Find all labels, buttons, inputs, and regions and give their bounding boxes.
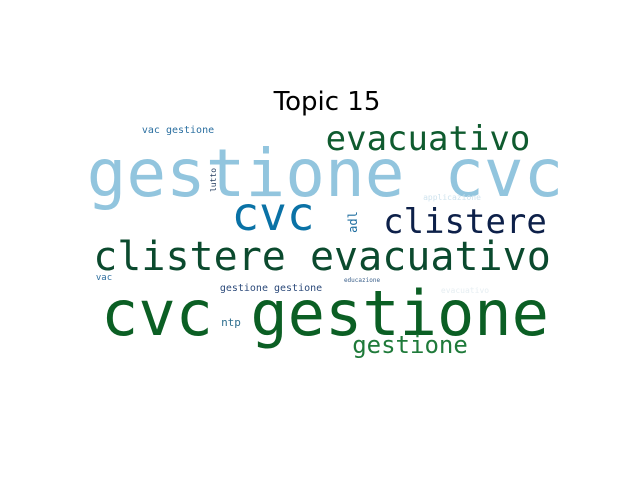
word-clistere: clistere [383, 202, 547, 242]
word-educazione: educazione [344, 277, 381, 284]
word-vac-gestione: vac gestione [142, 125, 214, 136]
word-ntp: ntp [221, 316, 241, 329]
word-cvc: cvc [231, 187, 314, 241]
chart-title: Topic 15 [273, 87, 381, 117]
word-gestione-cvc: gestione cvc [87, 135, 564, 212]
word-gestione-gestione: gestione gestione [220, 283, 322, 294]
word-clistere-evacuativo: clistere evacuativo [93, 234, 551, 280]
word-lutto: lutto [209, 168, 218, 192]
word-evacuativo: evacuativo [441, 286, 489, 295]
word-cvc-gestione: cvc gestione [101, 277, 549, 350]
word-gestione: gestione [352, 331, 468, 359]
word-applicazione: applicazione [423, 193, 481, 202]
word-evacuativo: evacuativo [326, 119, 531, 159]
word-adl: adl [346, 211, 360, 233]
word-vac: vac [96, 273, 112, 283]
